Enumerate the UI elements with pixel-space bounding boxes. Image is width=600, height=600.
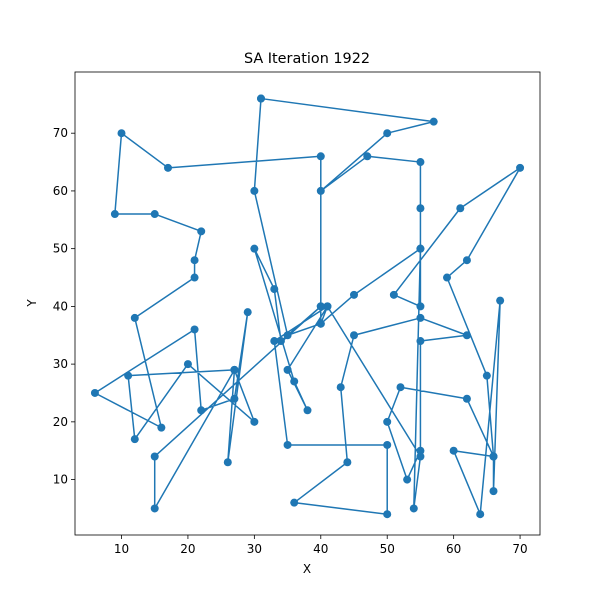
- y-tick-label: 40: [53, 299, 68, 313]
- route-point: [429, 117, 438, 126]
- x-tick-label: 60: [446, 542, 461, 556]
- route-point: [403, 475, 412, 484]
- y-axis-label: Y: [25, 299, 39, 308]
- route-point: [316, 186, 325, 195]
- route-point: [416, 244, 425, 253]
- route-point: [283, 440, 292, 449]
- route-point: [117, 129, 126, 138]
- route-point: [456, 204, 465, 213]
- route-point: [443, 273, 451, 282]
- route-point: [303, 406, 312, 415]
- x-tick-label: 20: [180, 542, 195, 556]
- x-tick-label: 40: [313, 542, 328, 556]
- y-tick-label: 70: [53, 126, 68, 140]
- route-point: [183, 360, 192, 369]
- route-point: [110, 210, 119, 219]
- route-point: [389, 290, 398, 299]
- route-point: [416, 452, 425, 461]
- plot-area: [90, 94, 525, 519]
- x-tick-label: 10: [114, 542, 129, 556]
- route-point: [462, 394, 471, 403]
- y-tick-label: 50: [53, 242, 68, 256]
- x-axis-label: X: [303, 562, 311, 576]
- route-point: [250, 244, 259, 253]
- route-point: [416, 302, 425, 311]
- route-point: [290, 498, 299, 507]
- route-point: [396, 383, 405, 392]
- y-tick-label: 10: [53, 473, 68, 487]
- x-tick-label: 50: [380, 542, 395, 556]
- route-point: [283, 365, 292, 374]
- x-tick-label: 30: [247, 542, 262, 556]
- route-point: [190, 325, 199, 334]
- route-point: [150, 504, 159, 513]
- route-point: [409, 504, 418, 513]
- y-tick-label: 20: [53, 415, 68, 429]
- route-point: [164, 163, 172, 172]
- route-point: [489, 452, 498, 461]
- route-point: [157, 423, 166, 432]
- route-point: [482, 371, 491, 380]
- route-point: [316, 152, 325, 161]
- route-point: [197, 227, 206, 236]
- route-point: [243, 308, 252, 317]
- route-point: [416, 158, 425, 167]
- route-point: [316, 302, 325, 311]
- route-point: [416, 313, 425, 322]
- route-point: [150, 452, 159, 461]
- route-point: [283, 331, 292, 340]
- route-point: [130, 313, 139, 322]
- route-point: [350, 290, 358, 299]
- route-point: [270, 285, 279, 294]
- route-point: [383, 510, 392, 519]
- route-point: [223, 458, 232, 467]
- route-point: [489, 487, 498, 496]
- route-point: [350, 331, 358, 340]
- route-point: [323, 302, 332, 311]
- route-point: [516, 163, 525, 172]
- x-tick-label: 70: [512, 542, 527, 556]
- route-point: [416, 446, 425, 455]
- route-point: [383, 417, 392, 426]
- route-point: [383, 440, 392, 449]
- route-point: [190, 256, 199, 265]
- route-point: [462, 331, 471, 340]
- route-point: [449, 446, 458, 455]
- route-point: [250, 186, 259, 195]
- route-point: [336, 383, 345, 392]
- route-point: [257, 94, 265, 103]
- route-line: [94, 97, 521, 515]
- route-point: [316, 319, 325, 328]
- route-point: [290, 377, 299, 386]
- route-point: [363, 152, 372, 161]
- route-point: [250, 417, 259, 426]
- route-point: [270, 337, 279, 346]
- route-point: [90, 388, 99, 397]
- route-point: [130, 435, 139, 444]
- chart-title: SA Iteration 1922: [244, 51, 370, 67]
- route-point: [150, 210, 159, 219]
- y-tick-label: 60: [53, 184, 68, 198]
- route-point: [124, 371, 133, 380]
- route-point: [462, 256, 471, 265]
- route-point: [416, 204, 425, 213]
- route-point: [230, 394, 239, 403]
- route-point: [383, 129, 392, 138]
- route-point: [230, 365, 239, 374]
- x-axis: 10 20 30 40 50 60 70: [114, 535, 528, 556]
- route-point: [276, 337, 285, 346]
- route-point: [416, 337, 425, 346]
- y-axis: 10 20 30 40 50 60 70: [53, 126, 75, 487]
- route-point: [197, 406, 206, 415]
- route-point: [343, 458, 352, 467]
- y-tick-label: 30: [53, 357, 68, 371]
- route-point: [496, 296, 505, 305]
- route-point: [190, 273, 199, 282]
- axes-frame: [74, 71, 541, 536]
- route-point: [476, 510, 485, 519]
